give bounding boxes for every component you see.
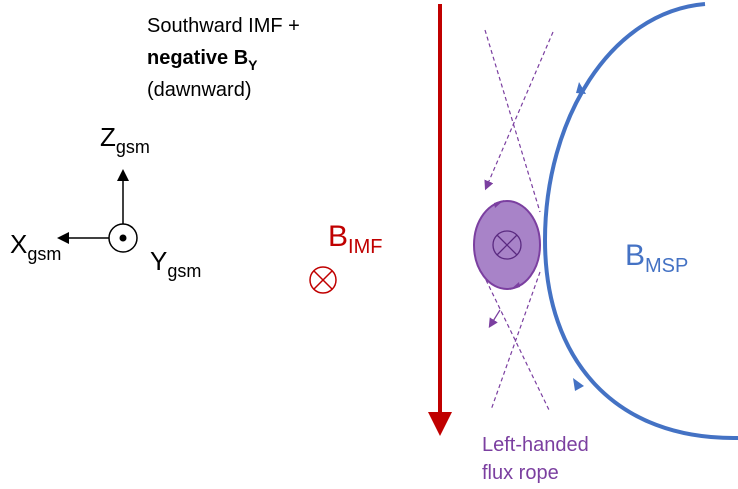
subscript: MSP (645, 255, 688, 277)
field-arrow (573, 378, 584, 391)
field-arrow (576, 82, 586, 94)
label-main: B (328, 220, 348, 253)
subscript: Y (248, 57, 258, 73)
y-axis-symbol (108, 223, 138, 253)
b-msp-label: BMSP (625, 239, 688, 277)
subscript: gsm (167, 261, 201, 281)
y-axis-dot (119, 234, 127, 242)
axis-name: Z (100, 122, 116, 152)
title-line: (dawnward) (147, 79, 251, 101)
rope-core (492, 230, 522, 260)
b-imf-label: BIMF (328, 220, 382, 258)
subscript: gsm (116, 137, 150, 157)
magnetopause-field (542, 2, 738, 441)
axis-label: Ygsm (150, 246, 201, 281)
into-page-symbol (309, 266, 337, 294)
subscript: IMF (348, 236, 382, 258)
title-text: negative B (147, 47, 248, 69)
axis-name: Y (150, 246, 167, 276)
field-lines (484, 29, 554, 413)
flux-rope-label: flux rope (482, 462, 559, 484)
label-main: B (625, 239, 645, 272)
title-line: negative BY (147, 47, 258, 73)
axis-name: X (10, 229, 27, 259)
rope-arrow (510, 282, 520, 290)
flux-rope-label: Left-handed (482, 434, 589, 456)
axis-label: Zgsm (100, 122, 150, 157)
subscript: gsm (27, 244, 61, 264)
title-line: Southward IMF + (147, 15, 300, 37)
axis-label: Xgsm (10, 229, 61, 264)
rope-arrow (494, 200, 504, 208)
